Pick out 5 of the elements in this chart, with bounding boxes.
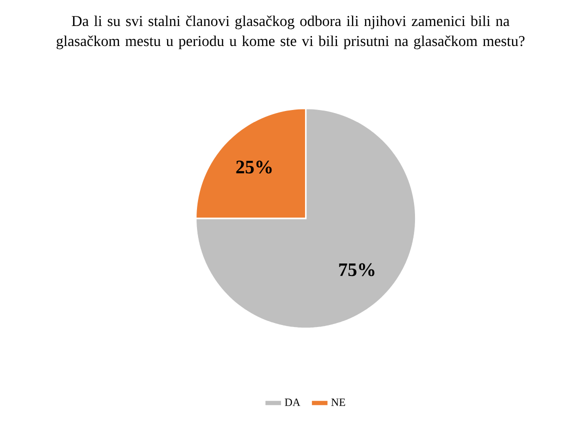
chart-title: Da li su svi stalni članovi glasačkog odbora ili njihovi zamenici bili na glasačkom mestu u periodu u kome ste vi bili prisutni na glasačkom mestu? [56,16,524,50]
legend-label: NE [331,398,346,406]
legend-label: DA [284,398,300,406]
data-label: 25% [236,160,272,174]
data-label: 75% [339,263,374,276]
